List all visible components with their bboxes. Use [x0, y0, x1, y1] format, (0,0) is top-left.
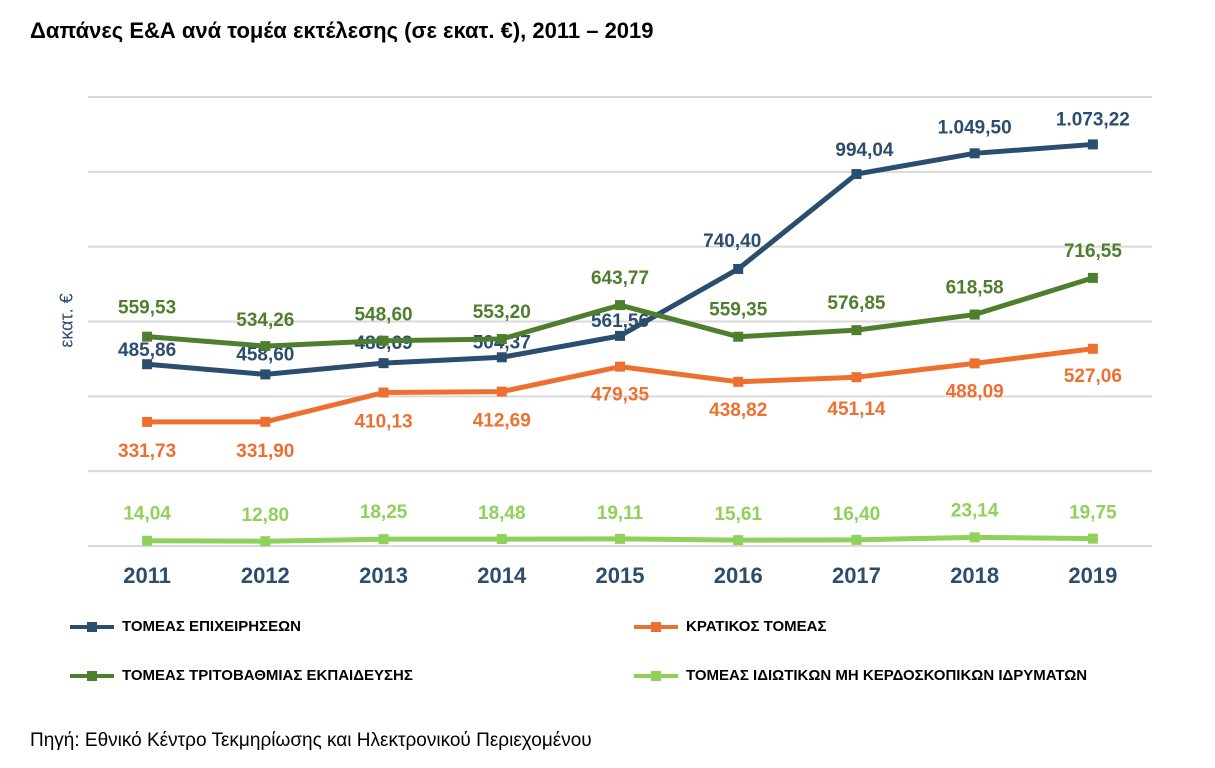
data-label: 618,58: [946, 278, 1004, 299]
data-point: [969, 358, 980, 369]
data-point: [851, 372, 862, 383]
data-label: 485,86: [118, 340, 176, 361]
data-label: 559,53: [118, 298, 176, 319]
data-point: [260, 416, 271, 427]
x-tick-label: 2016: [714, 563, 763, 588]
data-point: [496, 334, 507, 345]
x-tick-label: 2011: [123, 563, 171, 588]
legend-item-higher-education: ΤΟΜΕΑΣ ΤΡΙΤΟΒΑΘΜΙΑΣ ΕΚΠΑΙΔΕΥΣΗΣ: [70, 667, 413, 684]
data-point: [496, 534, 507, 545]
data-label: 12,80: [242, 505, 290, 526]
x-tick-label: 2013: [359, 563, 408, 588]
legend-label-business: ΤΟΜΕΑΣ ΕΠΙΧΕΙΡΗΣΕΩΝ: [122, 618, 301, 635]
data-label: 1.049,50: [938, 117, 1012, 138]
data-point: [733, 263, 744, 274]
data-label: 15,61: [714, 504, 762, 525]
legend-item-business: ΤΟΜΕΑΣ ΕΠΙΧΕΙΡΗΣΕΩΝ: [70, 618, 301, 635]
data-label: 740,40: [703, 231, 761, 252]
data-label: 534,26: [236, 310, 294, 331]
data-point: [260, 369, 271, 380]
data-point: [142, 331, 153, 342]
data-point: [615, 533, 625, 544]
source-note: Πηγή: Εθνικό Κέντρο Τεκμηρίωσης και Ηλεκ…: [30, 730, 592, 751]
data-point: [615, 361, 625, 372]
data-point: [615, 300, 625, 311]
data-point: [851, 169, 862, 180]
data-label: 716,55: [1064, 241, 1123, 262]
data-point: [733, 535, 744, 546]
data-point: [969, 309, 980, 320]
x-tick-label: 2019: [1068, 563, 1117, 588]
data-label: 1.073,22: [1056, 109, 1130, 130]
data-point: [1087, 533, 1098, 544]
data-label: 18,25: [360, 502, 408, 523]
x-tick-label: 2015: [596, 563, 645, 588]
data-label: 410,13: [354, 412, 412, 433]
data-point: [378, 335, 389, 346]
data-label: 331,73: [118, 441, 176, 462]
data-label: 451,14: [827, 399, 886, 420]
legend-swatch-government: [634, 621, 678, 632]
data-point: [615, 330, 625, 341]
data-label: 16,40: [833, 504, 881, 525]
data-point: [969, 148, 980, 159]
data-point: [733, 331, 744, 342]
data-label: 412,69: [473, 411, 531, 432]
data-label: 19,11: [597, 503, 644, 524]
legend-swatch-business: [70, 621, 114, 632]
x-tick-label: 2014: [477, 563, 527, 588]
data-point: [969, 532, 980, 543]
data-point: [260, 536, 271, 547]
data-label: 561,56: [591, 311, 649, 332]
data-point: [378, 534, 389, 545]
legend-label-private-nonprofit: ΤΟΜΕΑΣ ΙΔΙΩΤΙΚΩΝ ΜΗ ΚΕΡΔΟΣΚΟΠΙΚΩΝ ΙΔΡΥΜΑ…: [686, 667, 1088, 684]
data-label: 643,77: [591, 268, 649, 289]
data-label: 479,35: [591, 385, 650, 406]
data-label: 19,75: [1069, 503, 1117, 524]
data-label: 18,48: [478, 503, 526, 524]
data-point: [496, 386, 507, 397]
data-label: 994,04: [835, 140, 894, 161]
legend-swatch-private-nonprofit: [634, 670, 678, 681]
legend-item-private-nonprofit: ΤΟΜΕΑΣ ΙΔΙΩΤΙΚΩΝ ΜΗ ΚΕΡΔΟΣΚΟΠΙΚΩΝ ΙΔΡΥΜΑ…: [634, 667, 1087, 684]
data-label: 527,06: [1064, 366, 1122, 387]
chart-title: Δαπάνες Ε&Α ανά τομέα εκτέλεσης (σε εκατ…: [30, 18, 654, 43]
data-point: [1087, 272, 1098, 283]
legend-label-higher-education: ΤΟΜΕΑΣ ΤΡΙΤΟΒΑΘΜΙΑΣ ΕΚΠΑΙΔΕΥΣΗΣ: [122, 667, 413, 684]
x-tick-label: 2018: [950, 563, 999, 588]
data-label: 553,20: [473, 302, 531, 323]
data-label: 23,14: [951, 500, 999, 521]
data-label: 576,85: [827, 293, 886, 314]
x-tick-label: 2017: [832, 563, 881, 588]
data-label: 548,60: [354, 305, 412, 326]
data-label: 438,82: [709, 400, 767, 421]
data-label: 14,04: [123, 504, 171, 525]
data-point: [733, 376, 744, 387]
data-point: [1087, 343, 1098, 354]
data-point: [496, 352, 507, 363]
data-label: 488,09: [946, 381, 1004, 402]
data-point: [142, 359, 153, 370]
data-point: [378, 387, 389, 398]
legend-label-government: ΚΡΑΤΙΚΟΣ ΤΟΜΕΑΣ: [686, 618, 827, 635]
data-point: [260, 341, 271, 352]
data-point: [1087, 139, 1098, 150]
data-point: [142, 535, 153, 546]
data-label: 559,35: [709, 300, 768, 321]
data-point: [378, 358, 389, 369]
data-point: [851, 534, 862, 545]
data-point: [851, 325, 862, 336]
x-tick-label: 2012: [241, 563, 290, 588]
data-label: 458,60: [236, 344, 294, 365]
data-label: 331,90: [236, 441, 294, 462]
legend-swatch-higher-education: [70, 670, 114, 681]
data-point: [142, 416, 153, 427]
legend-item-government: ΚΡΑΤΙΚΟΣ ΤΟΜΕΑΣ: [634, 618, 827, 635]
